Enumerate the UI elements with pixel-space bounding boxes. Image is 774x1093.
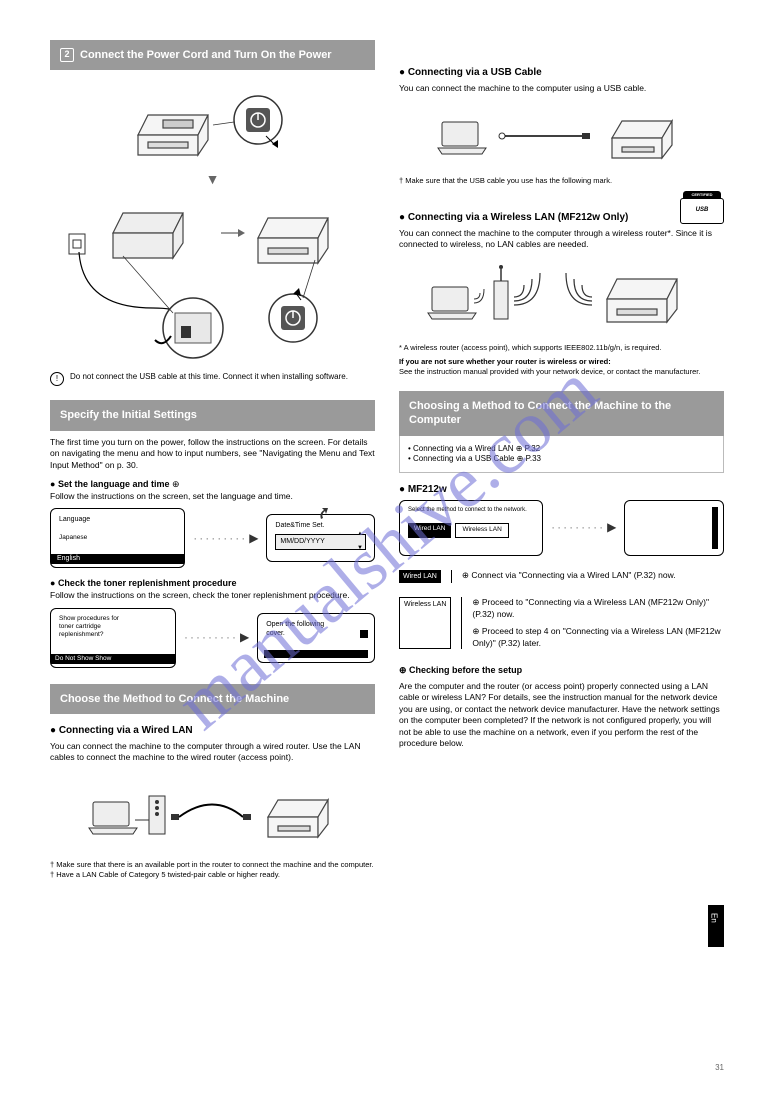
initial-header-text: Specify the Initial Settings bbox=[60, 408, 197, 422]
wireless-label: Wireless LAN bbox=[399, 597, 451, 649]
section-bar-method: Choose the Method to Connect the Machine bbox=[50, 684, 375, 714]
dotted-arrow-1: ▶ bbox=[193, 531, 258, 547]
step-number-icon: 2 bbox=[60, 48, 74, 62]
lang-time-body: Follow the instructions on the screen, s… bbox=[50, 491, 375, 502]
section-bar-connect: Choosing a Method to Connect the Machine… bbox=[399, 391, 724, 436]
screen1-sel: English bbox=[51, 554, 184, 564]
toner-body: Follow the instructions on the screen, c… bbox=[50, 590, 375, 601]
screen1-opt: Japanese bbox=[59, 534, 176, 542]
usb-text: You can connect the machine to the compu… bbox=[399, 83, 724, 94]
usb-note: † Make sure that the USB cable you use h… bbox=[399, 176, 724, 186]
screen-row-2: Show procedures for toner cartridge repl… bbox=[50, 608, 375, 668]
wired-label: Wired LAN bbox=[399, 570, 441, 583]
connect-top-line: • Connecting via a Wired LAN ⊕ P.32 bbox=[408, 444, 715, 454]
screen2-sel: MM/DD/YYYY ▲ ▼ bbox=[275, 534, 366, 549]
wifi-subheading: ● Connecting via a Wireless LAN (MF212w … bbox=[399, 211, 724, 224]
page-root: manualshive.com 2 Connect the Power Cord… bbox=[0, 0, 774, 1093]
lang-time-title: Set the language and time bbox=[58, 479, 170, 489]
screen-toner-q: Show procedures for toner cartridge repl… bbox=[50, 608, 176, 668]
connect-box-top: • Connecting via a Wired LAN ⊕ P.32 • Co… bbox=[399, 436, 724, 474]
connect-top-line2: • Connecting via a USB Cable ⊕ P.33 bbox=[408, 454, 715, 464]
main-columns: 2 Connect the Power Cord and Turn On the… bbox=[50, 40, 724, 880]
lan-subheading: ● Connecting via a Wired LAN bbox=[50, 724, 375, 737]
check-body: Are the computer and the router (or acce… bbox=[399, 681, 724, 750]
wifi-note2: If you are not sure whether your router … bbox=[399, 357, 724, 367]
bullet-toner: ● Check the toner replenishment procedur… bbox=[50, 578, 375, 590]
usb-subheading: ● Connecting via a USB Cable bbox=[399, 66, 724, 79]
screen-toner-step: Open the following cover. bbox=[257, 613, 375, 663]
power-diagram-top bbox=[50, 80, 375, 170]
connect-screen: Select the method to connect to the netw… bbox=[399, 500, 543, 556]
initial-intro: The first time you turn on the power, fo… bbox=[50, 437, 375, 471]
method-header-text: Choose the Method to Connect the Machine bbox=[60, 692, 289, 706]
wifi-note3: See the instruction manual provided with… bbox=[399, 367, 724, 377]
info-icon: ! bbox=[50, 372, 64, 386]
bullet-lang-time: ● Set the language and time ⊕ bbox=[50, 479, 375, 491]
power-header-text: Connect the Power Cord and Turn On the P… bbox=[80, 48, 332, 62]
wireless-row: Wireless LAN ⊕ Proceed to "Connecting vi… bbox=[399, 597, 724, 649]
power-diagram-bottom bbox=[50, 188, 375, 368]
section-bar-power: 2 Connect the Power Cord and Turn On the… bbox=[50, 40, 375, 70]
lan-note1: † Make sure that there is an available p… bbox=[50, 860, 375, 870]
dotted-arrow-3: ▶ bbox=[551, 520, 616, 536]
screen-row-1: Language Japanese English ▶ Date&Time Se… bbox=[50, 508, 375, 568]
mf212w-sub: ● MF212w bbox=[399, 483, 724, 496]
lan-note2: † Have a LAN Cable of Category 5 twisted… bbox=[50, 870, 375, 880]
left-column: 2 Connect the Power Cord and Turn On the… bbox=[50, 40, 375, 880]
right-column: ● Connecting via a USB Cable You can con… bbox=[399, 40, 724, 880]
wired-row: Wired LAN ⊕ Connect via "Connecting via … bbox=[399, 570, 724, 583]
section-bar-initial: Specify the Initial Settings bbox=[50, 400, 375, 430]
down-arrow-icon: ▼ bbox=[50, 170, 375, 188]
usb-diagram bbox=[399, 100, 724, 170]
power-note-row: ! Do not connect the USB cable at this t… bbox=[50, 372, 375, 386]
usb-hispeed-logo: CERTIFIED USB bbox=[680, 198, 724, 224]
check-title: ⊕ Checking before the setup bbox=[399, 665, 724, 677]
wifi-diagram bbox=[399, 257, 724, 337]
wifi-text: You can connect the machine to the compu… bbox=[399, 228, 724, 251]
power-note-text: Do not connect the USB cable at this tim… bbox=[70, 372, 348, 386]
page-footer: 31 bbox=[50, 1063, 724, 1073]
connect-screen-row: Select the method to connect to the netw… bbox=[399, 500, 724, 556]
footer-right: 31 bbox=[715, 1063, 724, 1073]
toner-title: Check the toner replenishment procedure bbox=[58, 578, 237, 588]
lan-diagram bbox=[50, 772, 375, 852]
screen-datetime: Date&Time Set. MM/DD/YYYY ▲ ▼ bbox=[266, 514, 375, 562]
wifi-note1: * A wireless router (access point), whic… bbox=[399, 343, 724, 353]
connect-screen-2 bbox=[624, 500, 724, 556]
side-tab-label: En bbox=[708, 905, 718, 923]
lan-text: You can connect the machine to the compu… bbox=[50, 741, 375, 764]
screen1-title: Language bbox=[59, 515, 176, 524]
connect-header-text: Choosing a Method to Connect the Machine… bbox=[409, 399, 714, 428]
screen-language: Language Japanese English bbox=[50, 508, 185, 568]
dotted-arrow-2: ▶ bbox=[184, 630, 249, 646]
side-tab: En bbox=[708, 905, 724, 947]
